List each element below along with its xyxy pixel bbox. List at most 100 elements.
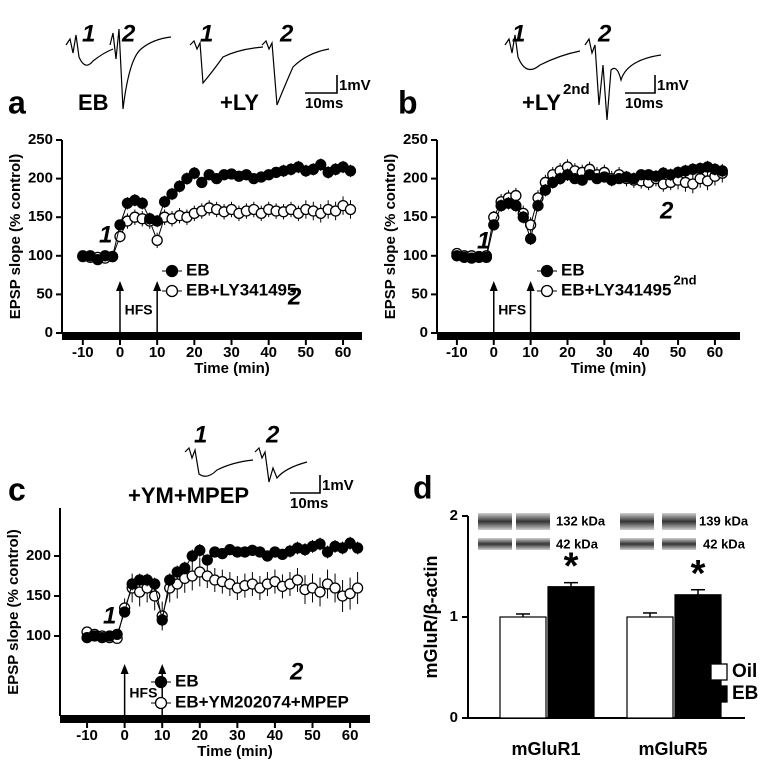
data-point <box>201 554 213 566</box>
data-point <box>716 165 728 177</box>
blot-band <box>620 513 654 530</box>
trace <box>254 446 308 483</box>
y-axis-label: mGluR/β-actin <box>421 556 441 679</box>
trace <box>189 39 264 85</box>
curve-label: 1 <box>103 602 116 629</box>
data-point <box>532 199 544 212</box>
x-tick-label: mGluR1 <box>511 739 580 759</box>
data-point <box>480 251 493 263</box>
bar <box>547 586 595 719</box>
y-tick-label: 0 <box>450 709 458 726</box>
condition-label: +YM+MPEP <box>128 483 249 508</box>
y-tick-label: 2 <box>450 507 458 524</box>
x-tick-label: 30 <box>596 344 613 361</box>
x-tick-label: 60 <box>707 344 724 361</box>
data-point <box>156 614 168 626</box>
legend-label: EB <box>175 671 199 690</box>
legend-marker <box>540 264 554 278</box>
data-point <box>179 562 191 574</box>
scale-label: 1mV <box>322 477 354 494</box>
data-point <box>114 219 126 231</box>
x-tick-label: 0 <box>490 344 498 361</box>
x-tick-label: 60 <box>335 344 352 361</box>
legend-label: EB+LY341495 <box>186 280 296 299</box>
x-tick-label: 40 <box>260 344 277 361</box>
x-tick-label: 50 <box>670 344 687 361</box>
panel-letter: d <box>413 469 433 505</box>
y-tick-label: 1 <box>450 608 458 625</box>
panel-letter: a <box>8 84 26 120</box>
y-tick-label: 200 <box>28 170 53 187</box>
blot-band <box>662 538 696 550</box>
condition-superscript: 2nd <box>563 81 590 98</box>
data-point <box>344 165 357 177</box>
x-axis <box>437 332 740 340</box>
trace <box>584 37 662 121</box>
y-tick-label: 250 <box>28 131 53 148</box>
y-tick-label: 50 <box>36 285 53 302</box>
data-point <box>517 211 529 223</box>
trace <box>184 446 254 477</box>
scale-label: 1mV <box>657 77 689 94</box>
blot-band <box>478 538 512 550</box>
trace-number: 1 <box>200 20 213 47</box>
data-point <box>351 542 364 554</box>
legend-label: Oil <box>732 661 757 682</box>
y-tick-label: 100 <box>26 627 51 644</box>
scale-label: 1mV <box>339 77 371 94</box>
x-tick-label: mGluR5 <box>638 739 707 759</box>
y-tick-label: 250 <box>403 131 428 148</box>
y-tick-label: 50 <box>411 285 428 302</box>
data-point <box>106 250 119 263</box>
scale-bar <box>290 475 321 494</box>
legend-superscript: 2nd <box>673 272 696 287</box>
condition-label: +LY <box>220 90 259 115</box>
blot-label: 139 kDa <box>699 513 749 528</box>
data-point <box>111 628 123 641</box>
data-point <box>291 574 304 586</box>
trace-number: 2 <box>597 20 612 47</box>
y-axis-label: EPSP slope (% control) <box>5 529 22 695</box>
stim-label: HFS <box>129 685 157 701</box>
bar <box>626 616 674 719</box>
x-tick-label: -10 <box>76 727 98 744</box>
stim-label: HFS <box>498 302 526 318</box>
data-point <box>687 178 699 190</box>
trace-number: 2 <box>265 421 280 448</box>
legend-marker <box>540 284 554 298</box>
scale-label: 10ms <box>625 95 663 112</box>
data-point <box>173 180 186 192</box>
data-point <box>194 544 206 557</box>
legend-label: EB <box>561 260 585 279</box>
trace <box>65 34 114 66</box>
x-axis <box>60 715 370 723</box>
data-point <box>118 606 131 618</box>
legend-marker <box>165 284 179 298</box>
bar <box>499 616 547 719</box>
trace <box>504 34 581 71</box>
x-tick-label: 0 <box>120 727 128 744</box>
condition-label: EB <box>78 90 109 115</box>
curve-label: 2 <box>659 197 674 224</box>
data-point <box>351 582 364 594</box>
arrow-head <box>526 281 535 291</box>
legend-swatch <box>710 663 728 681</box>
data-point <box>315 159 327 171</box>
x-axis-label: Time (min) <box>194 360 270 377</box>
significance: * <box>691 553 706 595</box>
legend-label: EB <box>732 683 758 704</box>
scale-bar <box>305 75 338 94</box>
y-tick-label: 200 <box>26 547 51 564</box>
data-point <box>136 197 148 209</box>
arrow-head <box>153 281 162 291</box>
x-tick-label: 10 <box>149 344 166 361</box>
blot-band <box>516 513 550 530</box>
legend-label: EB+YM202074+MPEP <box>175 692 349 711</box>
x-tick-label: 0 <box>116 344 124 361</box>
trace-number: 2 <box>279 20 294 47</box>
data-point <box>329 582 341 594</box>
data-point <box>186 550 198 562</box>
legend-label: EB+LY341495 <box>561 280 671 299</box>
stim-label: HFS <box>125 302 153 318</box>
